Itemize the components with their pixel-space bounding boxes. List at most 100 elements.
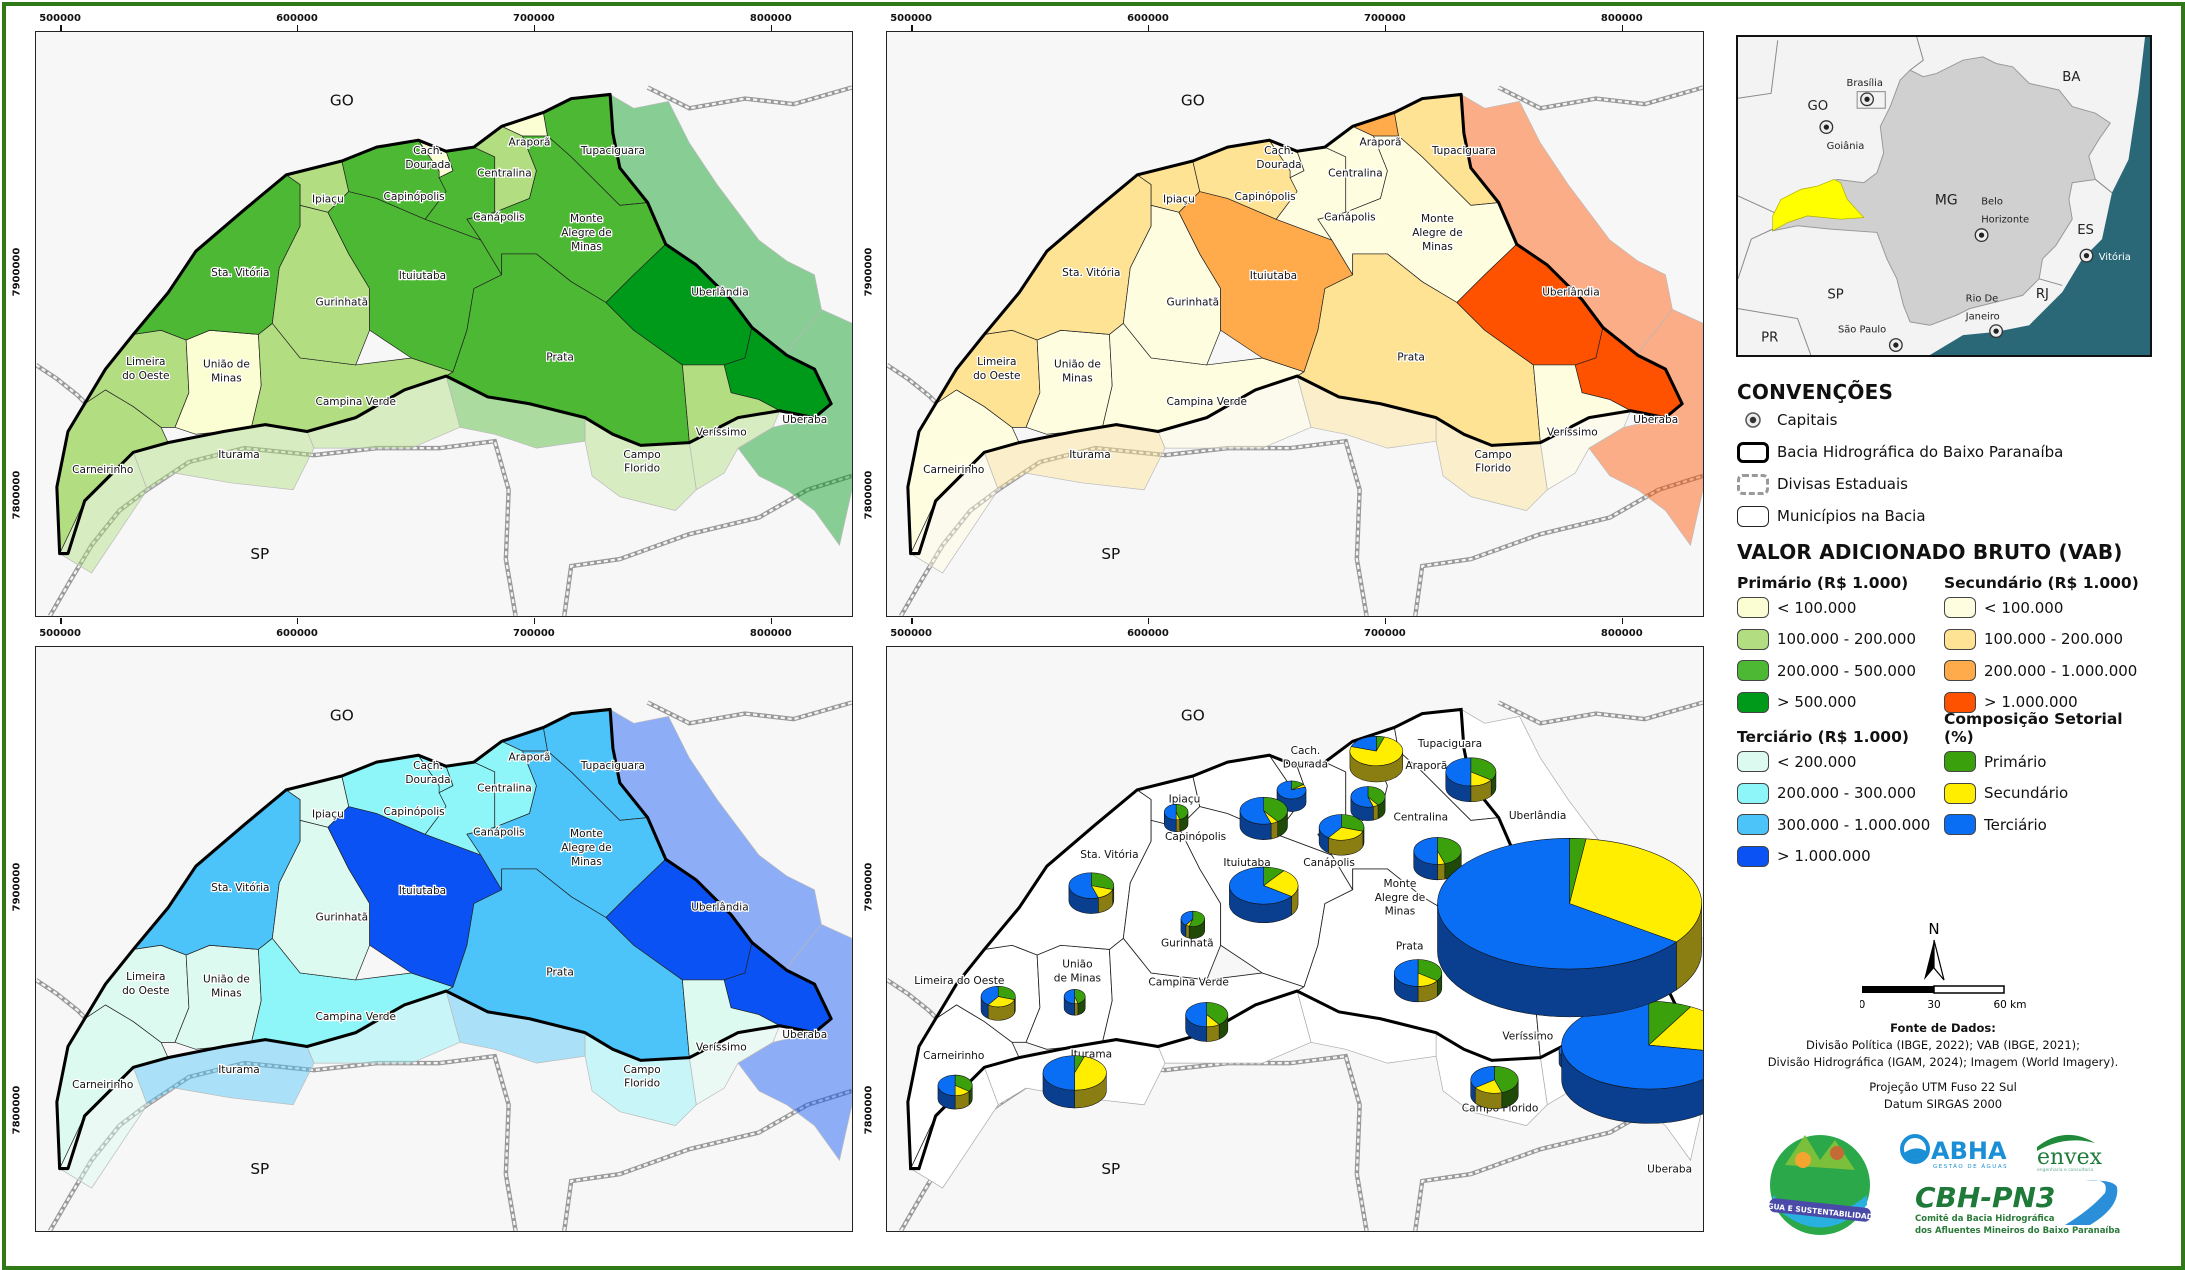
municipality-label-prata: Prata: [546, 352, 574, 364]
municipality-label-verissimo: Veríssimo: [1547, 427, 1598, 439]
municipality-label-gurinhata: Gurinhatã: [1161, 938, 1214, 950]
municipality-label-uniao: de Minas: [1054, 972, 1101, 984]
municipality-label-gurinhata: Gurinhatã: [1167, 296, 1220, 308]
scale-label-0: 0: [1860, 999, 1865, 1011]
legend-item: 100.000 - 200.000: [1944, 624, 2151, 656]
pie-slice-terciario: [1229, 866, 1293, 905]
cbh-pn3-logo: CBH-PN3 Comitê da Bacia Hidrográfica dos…: [1915, 1180, 2120, 1236]
x-tick-mark: [533, 618, 536, 624]
pie-slice-primario: [1494, 1066, 1519, 1093]
municipality-label-gurinhata: Gurinhatã: [316, 911, 369, 923]
municipality-label-montealegre: Alegre de: [561, 842, 612, 854]
legend-bacia: Bacia Hidrográfica do Baixo Paranaíba: [1737, 436, 2157, 468]
x-tick-label-bottom: 800000: [1600, 628, 1643, 639]
state-border-inner: [36, 978, 93, 1026]
inset-label-mg: MG: [1935, 192, 1958, 208]
x-tick-label-bottom: 600000: [276, 628, 318, 639]
x-tick-label-top: 500000: [890, 13, 932, 24]
north-arrow-and-scale-bar: N 0 30 60 km: [1860, 920, 2027, 1011]
inset-capital-rj: Rio De Janeiro: [1965, 293, 2000, 322]
state-label-go: GO: [330, 92, 354, 110]
legend-swatch: [1944, 751, 1976, 773]
municipality-label-tupaciguara: Tupaciguara: [580, 760, 645, 772]
x-tick-label-top: 800000: [749, 13, 792, 24]
municipality-label-uberlandia: Uberlândia: [691, 287, 748, 299]
legend-item-label: 100.000 - 200.000: [1984, 630, 2124, 649]
campaign-logo: ÁGUA E SUSTENTABILIDADE: [1765, 1135, 1879, 1235]
municipality-label-uberlandia: Uberlândia: [691, 902, 748, 914]
legend-bacia-label: Bacia Hidrográfica do Baixo Paranaíba: [1777, 443, 2064, 461]
pie-side-secundario: [1074, 1003, 1079, 1016]
x-tick-mark: [770, 25, 773, 31]
municipality-label-arapora: Araporã: [1359, 137, 1401, 149]
municipality-label-uniao: União de: [203, 359, 250, 371]
municipality-label-canapolis: Canápolis: [1324, 212, 1376, 224]
pie-slice-terciario: [1350, 736, 1377, 752]
pie-slice-primario: [954, 1074, 973, 1092]
inset-capital-vitoria: Vitória: [2099, 251, 2131, 263]
pie-slice-primario: [1367, 786, 1386, 806]
x-tick-label-top: 700000: [513, 13, 555, 24]
pie-slice-secundario: [1327, 827, 1364, 841]
legend-item: > 1.000.000: [1737, 841, 1944, 873]
legend-capitais-label: Capitais: [1777, 411, 1838, 429]
municipality-label-campina: Campina Verde: [1166, 396, 1247, 408]
municipality-label-uniao: Minas: [1062, 373, 1093, 385]
municipality-label-prata: Prata: [546, 967, 574, 979]
legend-item: 200.000 - 300.000: [1737, 778, 1944, 810]
y-tick-label: 7900000: [863, 247, 875, 297]
x-tick-label-bottom: 600000: [1127, 628, 1169, 639]
municipality-label-stavitoria: Sta. Vitória: [211, 882, 269, 894]
state-border-inner: [36, 363, 93, 411]
legend-swatch: [1737, 814, 1769, 836]
legend-item: 300.000 - 1.000.000: [1737, 809, 1944, 841]
state-border: [1497, 700, 1703, 726]
legend-item: < 100.000: [1737, 592, 1944, 624]
municipality-label-campina: Campina Verde: [1148, 976, 1229, 988]
inset-capital-bh: Belo Horizonte: [1981, 196, 2029, 225]
legend-item: Terciário: [1944, 809, 2151, 841]
x-tick-mark: [533, 25, 536, 31]
legend-item: 100.000 - 200.000: [1737, 624, 1944, 656]
municipality-label-limeira: Limeira: [126, 971, 165, 983]
pie-stavitoria: [1068, 872, 1115, 914]
map-composicao-setorial: Carneirinho Limeira do Oeste União de Minas…: [886, 646, 1704, 1232]
inset-label-es: ES: [2077, 223, 2094, 238]
y-tick-label: 7900000: [11, 247, 23, 297]
pie-capinopolis: [1239, 796, 1288, 840]
municipality-label-gurinhata: Gurinhatã: [316, 296, 369, 308]
pie-gurinhata: [1180, 910, 1205, 939]
legend: CONVENÇÕES Capitais Bacia Hidrográfica d…: [1737, 380, 2157, 872]
legend-composicao-title: Composição Setorial (%): [1944, 710, 2123, 746]
map-vab-secundario: Carneirinho Limeira do Oeste União de Minas C…: [886, 31, 1704, 617]
municipality-label-uberaba: Uberaba: [782, 414, 827, 426]
source-title: Fonte de Dados:: [1890, 1021, 1996, 1035]
basin-outline-swatch: [1737, 441, 1769, 463]
pie-slice-terciario: [1413, 837, 1438, 865]
basin-outline: [55, 707, 833, 1171]
municipality-label-verissimo: Veríssimo: [1502, 1031, 1553, 1043]
legend-item-label: 200.000 - 500.000: [1777, 661, 1917, 680]
state-border-swatch: [1737, 473, 1769, 495]
x-tick-mark: [911, 618, 913, 624]
legend-item-label: 200.000 - 300.000: [1777, 784, 1917, 803]
pie-slice-primario: [1437, 837, 1462, 865]
pie-slice-primario: [1175, 804, 1189, 820]
legend-item: Primário: [1944, 746, 2151, 778]
municipality-label-campina: Campina Verde: [315, 396, 396, 408]
state-border: [646, 700, 852, 726]
state-label-sp: SP: [1101, 545, 1120, 563]
north-label: N: [1928, 920, 1939, 938]
x-tick-mark: [1147, 25, 1150, 31]
legend-swatch: [1944, 597, 1976, 619]
pie-prata: [1393, 959, 1443, 1003]
legend-item: 200.000 - 500.000: [1737, 655, 1944, 687]
pie-side-secundario: [1175, 819, 1181, 833]
municipality-label-verissimo: Veríssimo: [696, 1042, 747, 1054]
y-tick-label: 7800000: [11, 1085, 23, 1135]
inset-label-go: GO: [1807, 99, 1828, 114]
x-tick-mark: [296, 25, 299, 31]
pie-slice-terciario: [1276, 780, 1307, 800]
municipality-label-limeira: do Oeste: [122, 370, 169, 382]
municipality-label-uniao: União de: [1054, 359, 1101, 371]
